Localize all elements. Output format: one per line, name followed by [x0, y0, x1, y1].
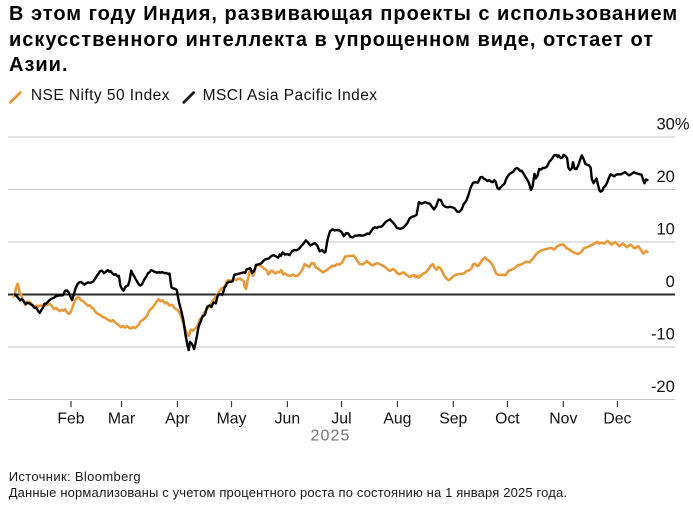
svg-text:-10: -10 [651, 325, 675, 343]
svg-text:Dec: Dec [603, 410, 631, 427]
svg-text:20: 20 [656, 168, 674, 186]
svg-text:Nov: Nov [549, 410, 577, 427]
svg-text:10: 10 [656, 220, 674, 238]
svg-text:2025: 2025 [311, 428, 351, 445]
svg-text:0: 0 [666, 273, 675, 291]
svg-text:Aug: Aug [383, 410, 411, 427]
svg-text:Apr: Apr [165, 410, 190, 427]
svg-text:May: May [217, 410, 247, 427]
svg-text:Jul: Jul [331, 410, 351, 427]
svg-text:Oct: Oct [495, 410, 520, 427]
svg-text:Feb: Feb [57, 410, 84, 427]
svg-text:-20: -20 [651, 378, 675, 396]
svg-text:Sep: Sep [439, 410, 467, 427]
svg-text:30%: 30% [656, 115, 689, 133]
svg-text:Jun: Jun [275, 410, 300, 427]
svg-text:Mar: Mar [108, 410, 135, 427]
